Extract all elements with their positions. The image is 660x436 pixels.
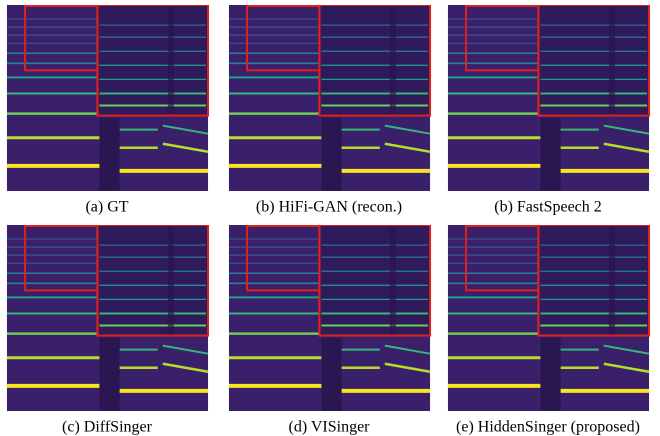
spectrogram (448, 225, 649, 411)
spectrogram (448, 5, 649, 191)
caption: (e) HiddenSinger (proposed) (456, 419, 640, 436)
caption: (b) FastSpeech 2 (494, 199, 602, 216)
spectrogram (229, 5, 430, 191)
caption: (c) DiffSinger (62, 419, 153, 436)
spectrogram (7, 5, 208, 191)
figure: (a) GT (b) HiFi-GAN (recon.) (b) FastSpeec… (0, 0, 660, 436)
spectrogram (7, 225, 208, 411)
caption: (d) VISinger (288, 419, 370, 436)
panels: (a) GT (b) HiFi-GAN (recon.) (b) FastSpeec… (7, 5, 649, 436)
caption: (b) HiFi-GAN (recon.) (256, 199, 402, 216)
spectrogram (229, 225, 430, 411)
caption: (a) GT (85, 199, 128, 216)
